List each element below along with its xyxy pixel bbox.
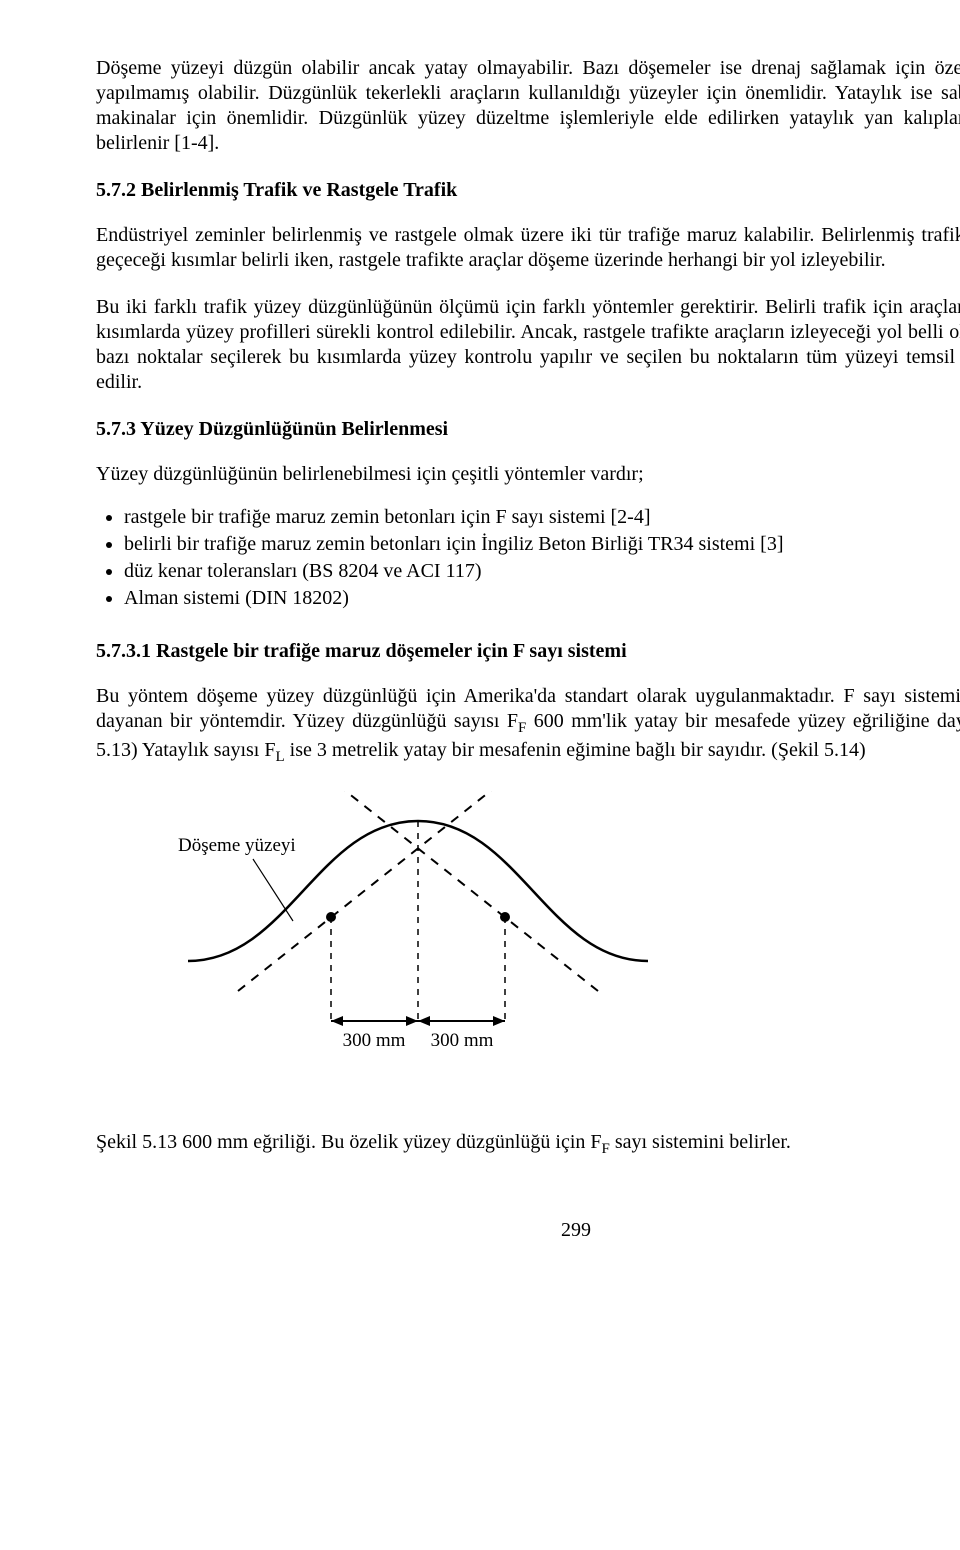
paragraph-2: Endüstriyel zeminler belirlenmiş ve rast… xyxy=(96,223,960,273)
bullet-list: rastgele bir trafiğe maruz zemin betonla… xyxy=(96,505,960,611)
heading-text: Rastgele bir trafiğe maruz döşemeler içi… xyxy=(156,640,627,662)
caption-text: Şekil 5.13 600 mm eğriliği. Bu özelik yü… xyxy=(96,1131,602,1153)
tangent-line-right xyxy=(338,791,598,991)
heading-text: Belirlenmiş Trafik ve Rastgele Trafik xyxy=(141,179,457,201)
label-leader xyxy=(253,859,293,921)
list-item: belirli bir trafiğe maruz zemin betonlar… xyxy=(124,532,960,557)
heading-num: 5.7.3 xyxy=(96,418,140,440)
tangent-line-left xyxy=(238,791,498,991)
list-item: Alman sistemi (DIN 18202) xyxy=(124,586,960,611)
caption-text: sayı sistemini belirler. xyxy=(610,1131,791,1153)
heading-5-7-3: 5.7.3 Yüzey Düzgünlüğünün Belirlenmesi xyxy=(96,417,960,442)
figure-5-13: 300 mm 300 mm Döşeme yüzeyi xyxy=(148,791,960,1098)
heading-num: 5.7.3.1 xyxy=(96,640,156,662)
arrowhead-mid-right xyxy=(418,1016,430,1026)
arrowhead-right-in xyxy=(493,1016,505,1026)
subscript: F xyxy=(602,1141,610,1157)
heading-text: Yüzey Düzgünlüğünün Belirlenmesi xyxy=(140,418,448,440)
list-item: düz kenar toleransları (BS 8204 ve ACI 1… xyxy=(124,559,960,584)
dimension-label-right: 300 mm xyxy=(431,1030,494,1051)
list-item: rastgele bir trafiğe maruz zemin betonla… xyxy=(124,505,960,530)
page-number: 299 xyxy=(96,1218,960,1243)
curvature-diagram: 300 mm 300 mm Döşeme yüzeyi xyxy=(148,791,688,1091)
heading-5-7-2: 5.7.2 Belirlenmiş Trafik ve Rastgele Tra… xyxy=(96,178,960,203)
figure-caption: Şekil 5.13 600 mm eğriliği. Bu özelik yü… xyxy=(96,1130,960,1159)
text-run: ise 3 metrelik yatay bir mesafenin eğimi… xyxy=(285,739,866,761)
arrowhead-left-in xyxy=(331,1016,343,1026)
subscript: L xyxy=(275,749,284,765)
dimension-label-left: 300 mm xyxy=(343,1030,406,1051)
paragraph-5: Bu yöntem döşeme yüzey düzgünlüğü için A… xyxy=(96,684,960,767)
paragraph-3: Bu iki farklı trafik yüzey düzgünlüğünün… xyxy=(96,295,960,395)
heading-5-7-3-1: 5.7.3.1 Rastgele bir trafiğe maruz döşem… xyxy=(96,639,960,664)
paragraph-intro: Döşeme yüzeyi düzgün olabilir ancak yata… xyxy=(96,56,960,156)
surface-label: Döşeme yüzeyi xyxy=(178,835,296,856)
heading-num: 5.7.2 xyxy=(96,179,141,201)
paragraph-4: Yüzey düzgünlüğünün belirlenebilmesi içi… xyxy=(96,462,960,487)
arrowhead-mid-left xyxy=(406,1016,418,1026)
